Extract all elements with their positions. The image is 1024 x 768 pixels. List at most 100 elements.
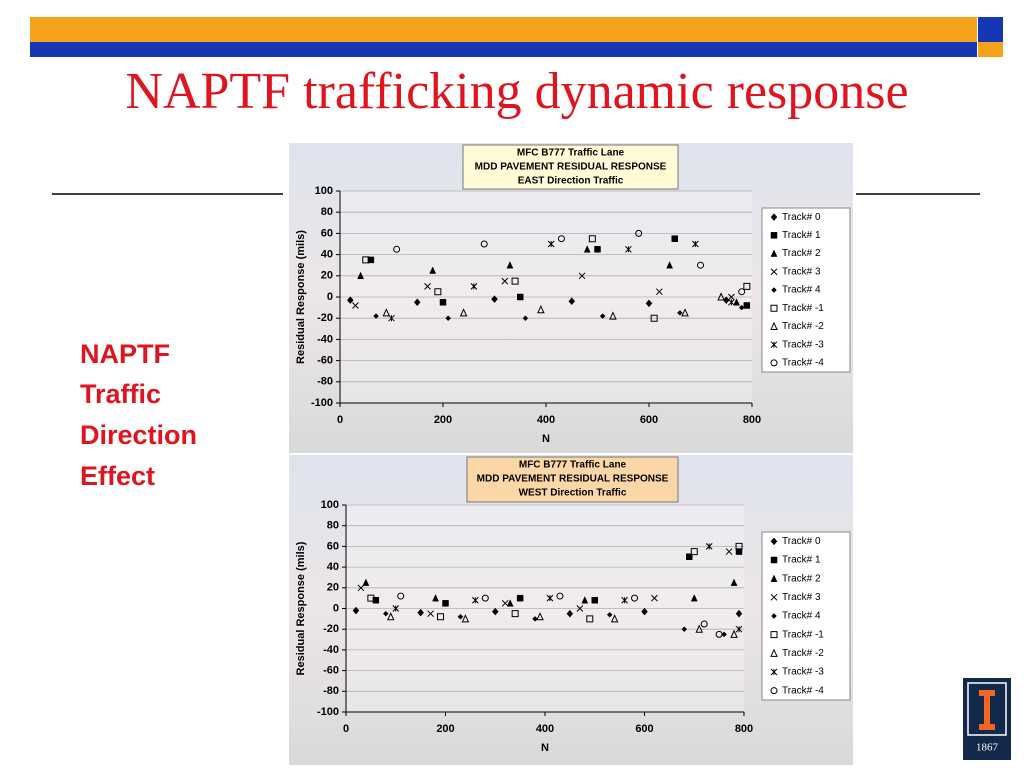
data-point (606, 611, 613, 618)
data-point (728, 298, 735, 306)
side-text-line: Traffic (80, 379, 161, 409)
data-point (566, 609, 574, 618)
data-point (367, 256, 375, 264)
x-tick-label: 200 (434, 414, 452, 426)
data-point (594, 246, 601, 253)
legend-marker (770, 232, 778, 239)
data-point (459, 308, 468, 317)
data-point (690, 548, 698, 556)
data-point (738, 304, 745, 311)
legend-marker (770, 341, 778, 349)
data-point (442, 600, 449, 607)
data-point (666, 261, 673, 269)
y-tick-label: 40 (321, 249, 333, 261)
data-point (586, 615, 594, 623)
data-point (695, 624, 704, 633)
data-point (671, 235, 678, 242)
data-point (686, 553, 693, 560)
data-point (357, 271, 364, 280)
data-point (733, 298, 740, 306)
data-point (681, 626, 688, 633)
data-point (621, 596, 628, 604)
top-bar-blue (30, 42, 977, 57)
x-tick-label: 800 (735, 723, 753, 735)
top-bar-orange (30, 17, 977, 42)
data-point (691, 240, 699, 248)
data-point (481, 594, 489, 602)
data-point (432, 594, 439, 602)
data-point (346, 296, 354, 305)
x-tick-label: 800 (743, 414, 761, 426)
data-point (591, 596, 598, 604)
y-tick-label: 60 (321, 227, 333, 239)
data-point (588, 235, 596, 243)
y-tick-label: 0 (327, 291, 333, 303)
legend-marker (770, 556, 778, 564)
data-point (439, 299, 447, 306)
data-point (506, 261, 514, 269)
data-point (382, 308, 391, 317)
logo: 1867 (963, 678, 1011, 760)
y-tick-label: 80 (327, 520, 339, 532)
legend-label: Track# 2 (782, 573, 821, 584)
data-point (522, 315, 529, 322)
legend-marker (770, 631, 778, 639)
x-tick-label: 600 (635, 723, 653, 735)
legend-label: Track# 3 (782, 266, 821, 277)
data-point (645, 299, 653, 308)
data-point (392, 605, 400, 612)
legend-marker (770, 593, 778, 601)
data-point (491, 607, 499, 616)
x-tick-label: 0 (337, 414, 343, 426)
data-point (690, 594, 698, 602)
data-point (445, 315, 452, 322)
data-point (728, 293, 735, 301)
data-point (635, 229, 643, 237)
y-tick-label: -100 (317, 706, 339, 718)
data-point (352, 302, 359, 309)
slide-title: NAPTF trafficking dynamic response (125, 63, 908, 120)
data-point (738, 288, 746, 296)
x-axis-label: N (541, 742, 549, 754)
corner-square (978, 17, 1003, 42)
legend-marker (770, 268, 778, 276)
chart-title-box (466, 456, 679, 503)
y-axis-label: Residual Response (mils) (295, 230, 307, 364)
data-point (625, 245, 632, 253)
data-point (730, 629, 738, 638)
data-point (599, 313, 606, 319)
legend-label: Track# -3 (782, 667, 824, 678)
legend-marker (770, 648, 778, 657)
legend-marker (770, 537, 778, 546)
data-point (437, 613, 445, 621)
data-point (516, 594, 524, 602)
legend-label: Track# 3 (782, 592, 821, 603)
data-point (434, 288, 442, 296)
data-point (424, 283, 431, 290)
legend-marker (770, 574, 778, 582)
y-tick-label: 20 (321, 270, 333, 282)
data-point (367, 594, 375, 602)
data-point (681, 308, 689, 317)
data-point (735, 548, 743, 555)
data-point (610, 614, 619, 623)
y-axis-label: Residual Response (mils) (295, 541, 307, 675)
legend-marker (770, 359, 778, 367)
legend-label: Track# 0 (782, 212, 821, 223)
y-tick-label: -60 (323, 665, 339, 677)
data-point (517, 293, 524, 301)
data-point (413, 298, 421, 307)
data-point (388, 314, 395, 322)
data-point (480, 240, 488, 248)
data-point (650, 314, 658, 322)
data-point (677, 310, 683, 316)
data-point (735, 542, 743, 550)
data-point (556, 592, 564, 600)
y-tick-label: 0 (333, 602, 339, 614)
data-point (357, 584, 365, 592)
legend-marker (770, 668, 778, 676)
legend-label: Track# -2 (782, 648, 824, 659)
data-point (382, 610, 389, 617)
data-point (461, 614, 470, 623)
data-point (705, 543, 713, 550)
